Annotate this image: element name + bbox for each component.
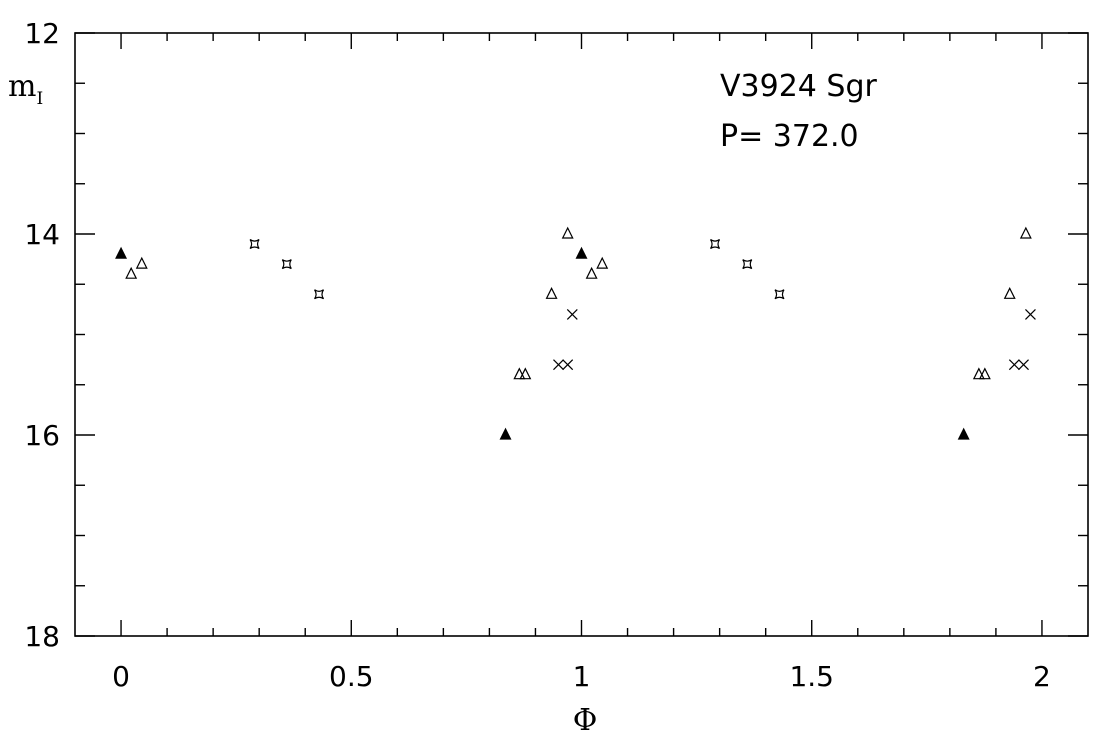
data-point-filled-triangle [575,246,588,259]
data-point-open-triangle [1003,286,1016,299]
data-point-open-triangle [135,256,148,269]
y-axis-label: mI [8,69,43,109]
x-axis-label: Φ [573,703,598,738]
data-point-open-triangle [519,367,532,380]
data-point-star [774,289,785,300]
y-tick-label: 18 [24,620,60,653]
data-point-open-triangle [513,367,526,380]
x-tick-label: 1 [573,660,591,693]
data-point-cross [566,308,578,320]
annotation-period: P= 372.0 [720,119,859,154]
y-tick-label: 16 [24,419,60,452]
data-point-cross [553,359,564,371]
x-tick-label: 0 [112,660,130,693]
data-point-cross [562,359,574,371]
data-point-star [314,289,325,300]
data-point-cross [1025,308,1036,320]
y-axis-label-main: m [8,69,36,104]
y-tick-label: 14 [24,218,60,251]
data-point-filled-triangle [957,427,970,440]
y-tick-label: 12 [24,17,60,50]
x-tick-label: 2 [1033,660,1051,693]
data-point-open-triangle [1019,226,1032,239]
data-point-filled-triangle [115,246,128,259]
y-axis-label-subscript: I [36,89,43,109]
x-tick-label: 1.5 [789,660,834,693]
data-point-open-triangle [596,256,609,269]
data-point-filled-triangle [499,427,512,440]
data-point-open-triangle [978,367,991,380]
data-point-star [710,239,721,250]
data-point-star [281,259,292,270]
data-point-open-triangle [561,226,574,239]
annotation-star-name: V3924 Sgr [720,69,877,104]
data-point-open-triangle [545,286,558,299]
data-point-cross [1018,359,1029,371]
data-point-star [249,239,260,250]
x-tick-label: 0.5 [329,660,374,693]
data-point-cross [1008,359,1020,371]
data-point-open-triangle [972,367,985,380]
svg-text:mI: mI [8,69,43,109]
data-point-star [742,259,753,270]
data-point-open-triangle [585,266,598,279]
plot-frame [74,32,1089,637]
data-point-open-triangle [125,266,138,279]
